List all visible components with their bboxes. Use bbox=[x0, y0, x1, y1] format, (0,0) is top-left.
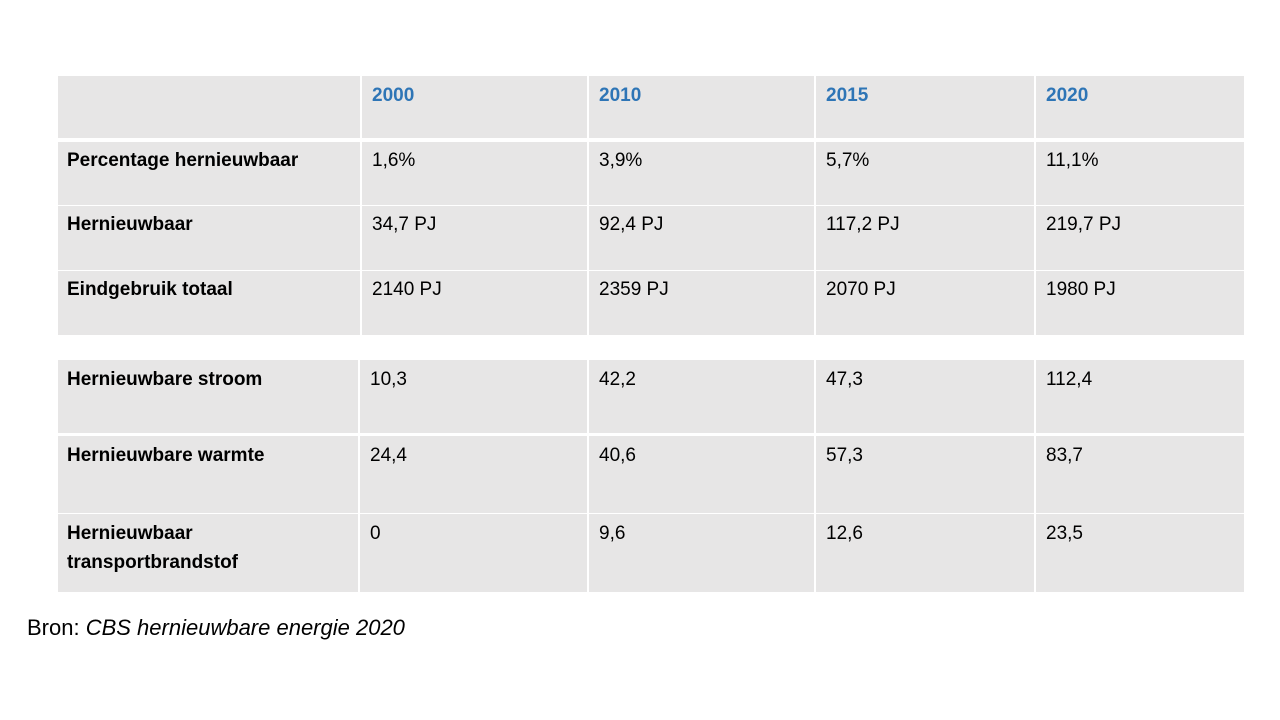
cell-value: 117,2 PJ bbox=[814, 206, 1034, 270]
cell-value: 2070 PJ bbox=[814, 271, 1034, 335]
cell-value: 1,6% bbox=[360, 142, 587, 205]
source-note: Bron: CBS hernieuwbare energie 2020 bbox=[27, 615, 405, 641]
table-row: Hernieuwbare stroom 10,3 42,2 47,3 112,4 bbox=[58, 360, 1244, 436]
cell-value: 83,7 bbox=[1034, 436, 1244, 513]
cell-value: 47,3 bbox=[814, 360, 1034, 433]
source-title: CBS hernieuwbare energie 2020 bbox=[85, 615, 405, 640]
cell-value: 11,1% bbox=[1034, 142, 1244, 205]
table-row: Hernieuwbaar transportbrandstof 0 9,6 12… bbox=[58, 514, 1244, 592]
header-row: 2000 2010 2015 2020 bbox=[58, 76, 1244, 138]
header-corner-cell bbox=[58, 76, 360, 138]
header-year-2015: 2015 bbox=[814, 76, 1034, 138]
table-row: Hernieuwbaar 34,7 PJ 92,4 PJ 117,2 PJ 21… bbox=[58, 206, 1244, 271]
row-label: Hernieuwbare warmte bbox=[58, 436, 358, 513]
row-label: Hernieuwbaar transportbrandstof bbox=[58, 514, 358, 592]
cell-value: 5,7% bbox=[814, 142, 1034, 205]
cell-value: 219,7 PJ bbox=[1034, 206, 1244, 270]
table-row: Eindgebruik totaal 2140 PJ 2359 PJ 2070 … bbox=[58, 271, 1244, 335]
cell-value: 42,2 bbox=[587, 360, 814, 433]
row-label: Percentage hernieuwbaar bbox=[58, 142, 360, 205]
cell-value: 0 bbox=[358, 514, 587, 592]
row-label: Hernieuwbare stroom bbox=[58, 360, 358, 433]
cell-value: 10,3 bbox=[358, 360, 587, 433]
header-year-2010: 2010 bbox=[587, 76, 814, 138]
cell-value: 2359 PJ bbox=[587, 271, 814, 335]
cell-value: 12,6 bbox=[814, 514, 1034, 592]
row-label: Eindgebruik totaal bbox=[58, 271, 360, 335]
cell-value: 23,5 bbox=[1034, 514, 1244, 592]
cell-value: 57,3 bbox=[814, 436, 1034, 513]
header-year-2000: 2000 bbox=[360, 76, 587, 138]
table-row: Hernieuwbare warmte 24,4 40,6 57,3 83,7 bbox=[58, 436, 1244, 514]
cell-value: 3,9% bbox=[587, 142, 814, 205]
table-group-breakdown: Hernieuwbare stroom 10,3 42,2 47,3 112,4… bbox=[58, 360, 1244, 592]
table-row: Percentage hernieuwbaar 1,6% 3,9% 5,7% 1… bbox=[58, 142, 1244, 206]
source-prefix: Bron: bbox=[27, 615, 86, 640]
cell-value: 1980 PJ bbox=[1034, 271, 1244, 335]
header-year-2020: 2020 bbox=[1034, 76, 1244, 138]
table-header: 2000 2010 2015 2020 bbox=[58, 76, 1244, 138]
table-group-totals: Percentage hernieuwbaar 1,6% 3,9% 5,7% 1… bbox=[58, 142, 1244, 335]
cell-value: 9,6 bbox=[587, 514, 814, 592]
cell-value: 24,4 bbox=[358, 436, 587, 513]
cell-value: 92,4 PJ bbox=[587, 206, 814, 270]
cell-value: 40,6 bbox=[587, 436, 814, 513]
cell-value: 34,7 PJ bbox=[360, 206, 587, 270]
cell-value: 2140 PJ bbox=[360, 271, 587, 335]
row-label: Hernieuwbaar bbox=[58, 206, 360, 270]
cell-value: 112,4 bbox=[1034, 360, 1244, 433]
